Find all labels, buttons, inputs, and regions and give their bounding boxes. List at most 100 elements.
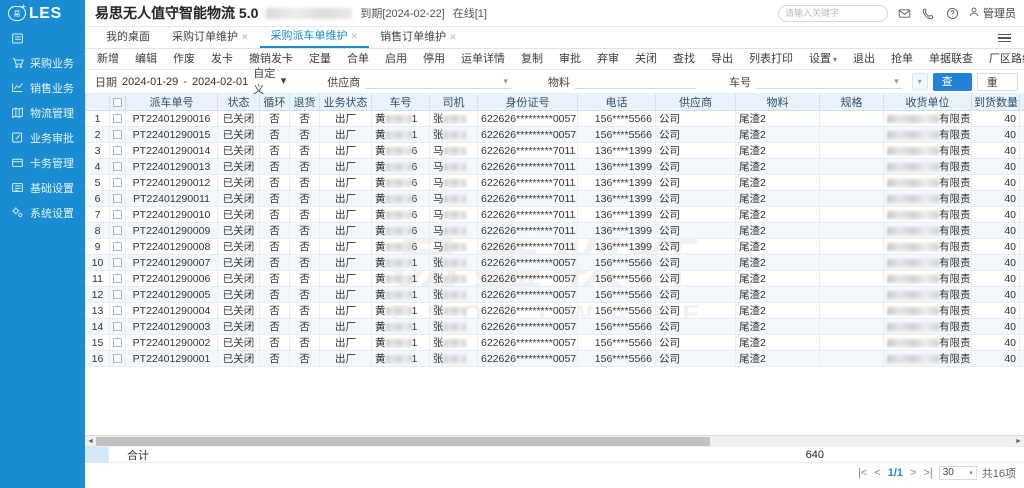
row-select-checkbox[interactable] — [113, 178, 122, 188]
quantity-button[interactable]: 定量 — [309, 52, 331, 65]
cell-order-no[interactable]: PT22401290006 — [125, 270, 218, 287]
table-row[interactable]: 3 PT22401290014 已关闭否否出厂黄 6 马 622626*********7… — [85, 142, 1024, 159]
sidebar-item-procurement[interactable]: 采购业务 — [0, 50, 85, 75]
row-select-checkbox[interactable] — [113, 162, 122, 172]
cell-order-no[interactable]: PT22401290003 — [125, 318, 218, 335]
row-checkbox[interactable] — [109, 222, 126, 239]
th-order-no[interactable]: 派车单号 — [125, 94, 218, 111]
first-page-button[interactable]: |< — [858, 466, 868, 479]
row-checkbox[interactable] — [109, 174, 126, 191]
page-size-select[interactable]: 30 ▾ — [938, 465, 977, 480]
cell-order-no[interactable]: PT22401290001 — [125, 350, 218, 367]
unapprove-button[interactable]: 弃审 — [597, 52, 619, 65]
help-icon[interactable] — [944, 5, 960, 21]
cell-order-no[interactable]: PT22401290016 — [125, 110, 218, 127]
sidebar-item-card[interactable]: 卡务管理 — [0, 150, 85, 175]
settings-dropdown-button[interactable]: 设置 ▾ — [801, 49, 845, 70]
th-return[interactable]: 退货 — [289, 94, 320, 111]
scrollbar-thumb[interactable] — [96, 436, 711, 446]
cell-order-no[interactable]: PT22401290015 — [125, 126, 218, 143]
close-icon[interactable]: ✕ — [241, 32, 249, 42]
row-checkbox[interactable] — [109, 110, 126, 127]
menu-board-icon[interactable] — [0, 27, 85, 50]
cell-order-no[interactable]: PT22401290011 — [125, 190, 218, 207]
select-all-checkbox[interactable] — [113, 97, 122, 107]
row-checkbox[interactable] — [109, 142, 126, 159]
row-select-checkbox[interactable] — [113, 274, 122, 284]
table-row[interactable]: 12 PT22401290005 已关闭否否出厂黄 1 张 622626*********… — [85, 286, 1024, 303]
table-row[interactable]: 7 PT22401290010 已关闭否否出厂黄 6 马 622626*********7… — [85, 206, 1024, 223]
cell-order-no[interactable]: PT22401290002 — [125, 334, 218, 351]
table-row[interactable]: 8 PT22401290009 已关闭否否出厂黄 6 马 622626*********7… — [85, 222, 1024, 239]
reset-button[interactable]: 重置 — [976, 72, 1018, 107]
phone-icon[interactable] — [920, 5, 936, 21]
cell-order-no[interactable]: PT22401290007 — [125, 254, 218, 271]
more-filters-button[interactable]: ▾ — [911, 73, 928, 90]
sidebar-item-basic-settings[interactable]: 基础设置 — [0, 175, 85, 200]
row-select-checkbox[interactable] — [113, 354, 122, 364]
cell-order-no[interactable]: PT22401290008 — [125, 238, 218, 255]
row-checkbox[interactable] — [109, 238, 126, 255]
table-row[interactable]: 11 PT22401290006 已关闭否否出厂黄 1 张 622626*********… — [85, 270, 1024, 287]
document-linkage-button[interactable]: 单据联查 — [929, 52, 974, 65]
print-list-button[interactable]: 列表打印 — [749, 52, 793, 65]
date-from-value[interactable]: 2024-01-29 — [122, 75, 179, 88]
void-button[interactable]: 作废 — [173, 52, 195, 65]
row-select-checkbox[interactable] — [113, 194, 122, 204]
th-qty[interactable]: 到货数量 — [971, 94, 1020, 111]
cell-order-no[interactable]: PT22401290004 — [125, 302, 218, 319]
scroll-right-arrow[interactable]: ► — [1015, 437, 1022, 445]
cell-order-no[interactable]: PT22401290005 — [125, 286, 218, 303]
user-menu[interactable]: 管理员 — [968, 5, 1016, 21]
sidebar-item-logistics[interactable]: 物流管理 — [0, 100, 85, 125]
table-row[interactable]: 6 PT22401290011 已关闭否否出厂黄 6 马 622626*********7… — [85, 190, 1024, 207]
tab-purchase-order[interactable]: 采购订单维护 ✕ — [161, 26, 260, 48]
prev-page-button[interactable]: < — [874, 466, 881, 479]
cell-order-no[interactable]: PT22401290012 — [125, 174, 218, 191]
close-icon[interactable]: ✕ — [449, 32, 457, 42]
row-select-checkbox[interactable] — [113, 146, 122, 156]
table-row[interactable]: 9 PT22401290008 已关闭否否出厂黄 6 马 622626*********7… — [85, 238, 1024, 255]
cell-order-no[interactable]: PT22401290014 — [125, 142, 218, 159]
disable-button[interactable]: 停用 — [423, 52, 445, 65]
issue-card-button[interactable]: 发卡 — [211, 52, 233, 65]
row-checkbox[interactable] — [109, 350, 126, 367]
brand-logo[interactable]: 易 LES — [0, 0, 85, 27]
row-select-checkbox[interactable] — [113, 306, 122, 316]
sidebar-item-approval[interactable]: 业务审批 — [0, 125, 85, 150]
th-spec[interactable]: 规格 — [819, 94, 884, 111]
car-select[interactable]: ▾ — [756, 74, 902, 89]
copy-button[interactable]: 复制 — [521, 52, 543, 65]
new-button[interactable]: 新增 — [97, 52, 119, 65]
table-row[interactable]: 10 PT22401290007 已关闭否否出厂黄 1 张 622626*********… — [85, 254, 1024, 271]
row-checkbox[interactable] — [109, 318, 126, 335]
row-select-checkbox[interactable] — [113, 290, 122, 300]
table-row[interactable]: 16 PT22401290001 已关闭否否出厂黄 1 张 622626*********… — [85, 350, 1024, 367]
row-checkbox[interactable] — [109, 254, 126, 271]
search-box[interactable] — [778, 4, 896, 32]
row-checkbox[interactable] — [109, 302, 126, 319]
cell-order-no[interactable]: PT22401290009 — [125, 222, 218, 239]
mail-icon[interactable] — [896, 5, 912, 21]
row-checkbox[interactable] — [109, 206, 126, 223]
th-driver[interactable]: 司机 — [429, 94, 478, 111]
horizontal-scrollbar[interactable]: ◄ ► — [85, 435, 1024, 447]
row-checkbox[interactable] — [109, 270, 126, 287]
enable-button[interactable]: 启用 — [385, 52, 407, 65]
find-button[interactable]: 查找 — [673, 52, 695, 65]
table-row[interactable]: 15 PT22401290002 已关闭否否出厂黄 1 张 622626*********… — [85, 334, 1024, 351]
approve-button[interactable]: 审批 — [559, 52, 581, 65]
row-checkbox[interactable] — [109, 286, 126, 303]
row-select-checkbox[interactable] — [113, 226, 122, 236]
row-select-checkbox[interactable] — [113, 338, 122, 348]
th-status[interactable]: 状态 — [217, 94, 260, 111]
table-row[interactable]: 4 PT22401290013 已关闭否否出厂黄 6 马 622626*********7… — [85, 158, 1024, 175]
th-cycle[interactable]: 循环 — [259, 94, 290, 111]
th-material[interactable]: 物料 — [735, 94, 820, 111]
supplier-select[interactable]: ▾ — [365, 74, 511, 89]
row-checkbox[interactable] — [109, 190, 126, 207]
th-id-card[interactable]: 身份证号 — [477, 94, 578, 111]
row-checkbox[interactable] — [109, 158, 126, 175]
th-phone[interactable]: 电话 — [577, 94, 656, 111]
export-button[interactable]: 导出 — [711, 52, 733, 65]
